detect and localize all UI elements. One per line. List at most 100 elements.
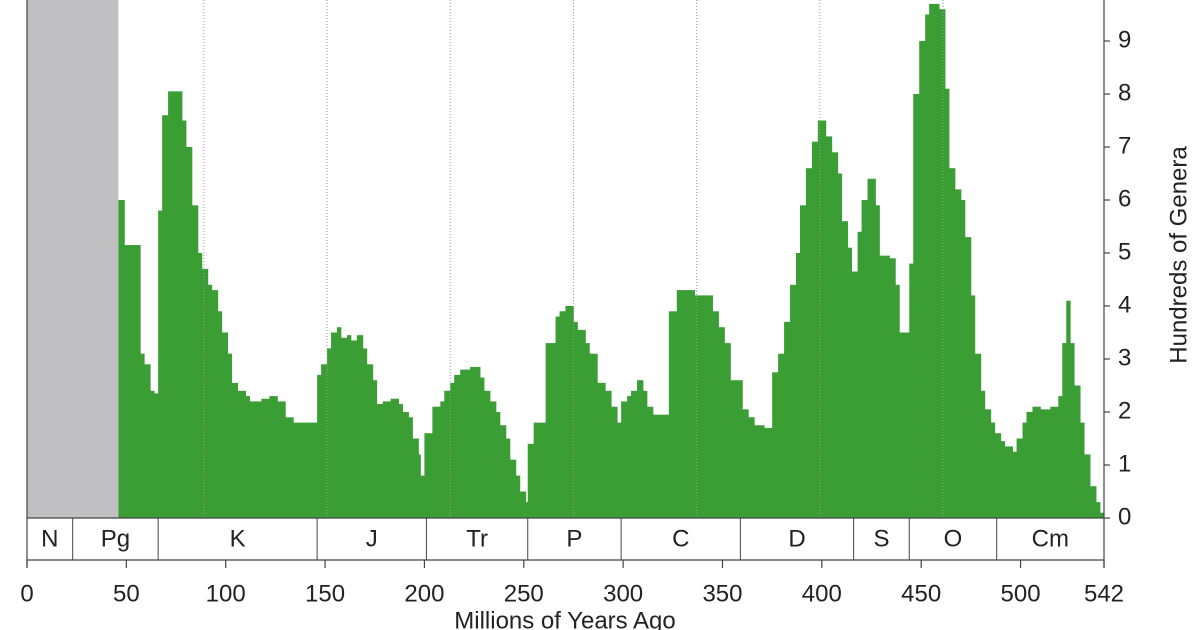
step-bar (577, 329, 586, 518)
step-bar (376, 404, 384, 518)
period-label: K (230, 525, 246, 552)
step-bar (460, 369, 471, 518)
step-bar (980, 390, 986, 518)
step-bar (489, 401, 497, 518)
step-bar (1058, 396, 1063, 518)
step-bar (545, 343, 556, 518)
step-bar (875, 205, 880, 519)
step-bar (402, 412, 409, 518)
x-tick-label: 250 (504, 580, 544, 607)
step-bar (1032, 406, 1041, 518)
step-bar (1040, 409, 1051, 518)
shaded-span (27, 0, 119, 518)
step-bar (480, 377, 485, 518)
step-bar (857, 231, 862, 519)
step-bar (565, 306, 574, 518)
step-bar (495, 412, 501, 518)
step-bar (277, 401, 286, 518)
period-label: J (366, 525, 378, 552)
step-bar (519, 491, 527, 518)
step-bar (990, 422, 996, 518)
step-bar (974, 353, 982, 518)
step-bar (642, 390, 648, 518)
step-bar (585, 343, 590, 518)
step-bar (724, 343, 731, 518)
y-axis-label: Hundreds of Genera (1165, 146, 1192, 364)
step-bar (1026, 412, 1033, 518)
step-bar (1084, 454, 1091, 518)
x-tick-label: 350 (702, 580, 742, 607)
y-tick-label: 2 (1118, 397, 1131, 424)
step-bar (450, 382, 455, 518)
step-bar (555, 316, 560, 518)
step-bar (515, 475, 521, 518)
step-bar (362, 348, 368, 518)
step-bar (211, 290, 219, 518)
plot: N Pg K J Tr P C D S O Cm 0 1 2 3 4 5 6 7 8 9 0 50 100 150 200 250 3… (20, 0, 1131, 607)
step-bar (925, 14, 930, 518)
step-bar (201, 268, 209, 518)
step-bar (499, 425, 507, 518)
step-bar (646, 406, 654, 518)
step-bar (424, 433, 433, 518)
step-bar (454, 374, 461, 518)
step-bar (408, 417, 413, 518)
step-bar (1016, 438, 1023, 518)
step-bar (811, 141, 819, 518)
step-bar (245, 396, 250, 518)
y-tick-label: 5 (1118, 238, 1131, 265)
step-bar (321, 364, 328, 518)
step-bar (611, 406, 618, 518)
step-bar (909, 263, 914, 518)
step-bar (533, 422, 547, 518)
step-bar (796, 253, 801, 518)
step-bar (249, 401, 262, 518)
step-bar (340, 337, 348, 518)
step-bar (631, 390, 638, 518)
step-bar (168, 91, 183, 518)
y-tick-label: 0 (1118, 503, 1131, 530)
step-bar (227, 353, 233, 518)
step-bar (346, 335, 352, 518)
step-bar (1080, 422, 1085, 518)
step-bar (197, 253, 203, 518)
step-bar (336, 327, 342, 518)
step-bar (331, 332, 338, 518)
step-bar (1000, 441, 1006, 518)
step-bar (879, 255, 890, 518)
step-bar (694, 295, 713, 518)
step-bar (317, 374, 322, 518)
period-label: Cm (1032, 525, 1069, 552)
step-bar (162, 115, 169, 518)
step-bar (1070, 343, 1075, 518)
step-bar (984, 409, 992, 518)
step-bar (637, 380, 644, 518)
step-bar (118, 200, 125, 518)
x-tick-label: 500 (1001, 580, 1041, 607)
step-bar (269, 396, 278, 518)
step-bar (929, 3, 940, 518)
step-bar (217, 311, 223, 518)
step-bar (837, 173, 843, 518)
step-bar (748, 417, 755, 518)
step-bar (1004, 446, 1013, 518)
period-label: P (566, 525, 582, 552)
step-bar (150, 390, 155, 518)
step-bar (617, 422, 622, 518)
step-bar (939, 9, 946, 518)
y-tick-label: 7 (1118, 132, 1131, 159)
step-bar (1062, 343, 1067, 518)
step-bar (420, 475, 425, 518)
step-bar (867, 178, 876, 519)
step-bar (778, 353, 785, 518)
step-bar (327, 348, 332, 518)
x-tick-label: 100 (206, 580, 246, 607)
x-tick-label: 200 (404, 580, 444, 607)
step-bar (851, 271, 859, 518)
x-tick-label: 400 (802, 580, 842, 607)
step-bar (805, 168, 813, 518)
period-label: Tr (466, 525, 488, 552)
step-bar (1096, 502, 1101, 518)
y-tick-label: 3 (1118, 344, 1131, 371)
step-bar (861, 200, 868, 518)
